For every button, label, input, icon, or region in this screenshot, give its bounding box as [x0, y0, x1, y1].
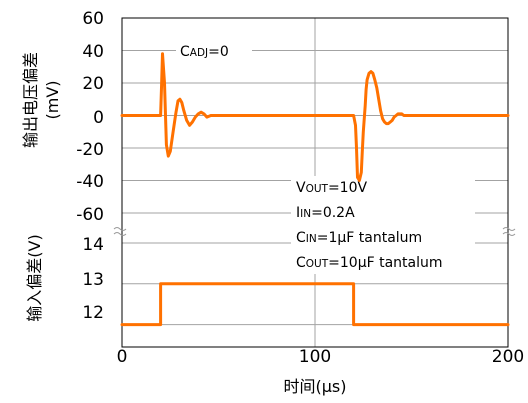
top-y-tick-label: -60 [76, 205, 104, 225]
top-y-tick-label: -40 [76, 172, 104, 192]
conditions-annotation-bg [291, 176, 475, 274]
input-voltage-step-line [120, 282, 510, 327]
bottom-y-tick-label: 14 [82, 235, 104, 255]
top-y-tick-label: -20 [76, 140, 104, 160]
x-axis-title: 时间(μs) [283, 377, 346, 396]
cadj-annotation: CADJ=0 [180, 44, 229, 60]
x-tick-label: 100 [299, 347, 331, 367]
top-y-tick-label: 0 [93, 108, 104, 128]
cadj-annotation-bg [176, 38, 252, 62]
bottom-y-tick-label: 12 [82, 303, 104, 323]
cin-annotation: CIN=1μF tantalum [296, 230, 422, 246]
top-y-tick-label: 40 [82, 42, 104, 62]
x-tick-label: 0 [117, 347, 128, 367]
plot-frame [121, 17, 509, 348]
bottom-y-axis-title: 输入偏差(V) [25, 234, 44, 321]
series-traces [120, 52, 510, 327]
top-y-axis-title: 输出电压偏差 [21, 52, 40, 148]
x-tick-label: 200 [492, 347, 524, 367]
top-y-tick-label: 20 [82, 74, 104, 94]
iin-annotation: IIN=0.2A [296, 205, 355, 221]
bottom-y-tick-label: 13 [82, 270, 104, 290]
axis-break-right [502, 227, 516, 236]
cout-annotation: COUT=10μF tantalum [296, 255, 443, 271]
top-y-axis-title-unit: (mV) [43, 80, 62, 119]
axis-break-left [113, 227, 127, 236]
vout-annotation: VOUT=10V [296, 180, 367, 196]
output-voltage-deviation-line [120, 52, 510, 182]
top-y-tick-label: 60 [82, 9, 104, 29]
